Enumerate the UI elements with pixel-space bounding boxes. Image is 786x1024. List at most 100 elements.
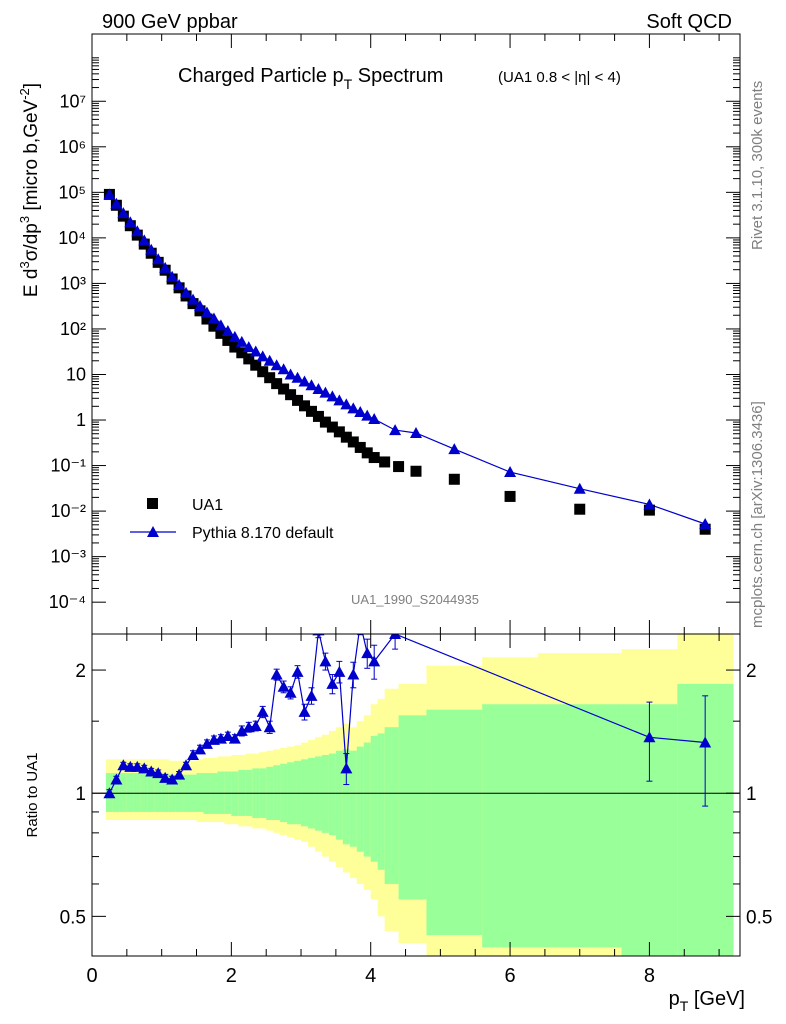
pythia-point [270,359,283,371]
ratio-point [131,760,144,772]
ratio-point [643,731,656,743]
pythia-point [110,197,123,209]
pythia-point [214,319,227,331]
ratio-band-green [133,773,142,812]
rivet-label: Rivet 3.1.10, 300k events [749,81,766,250]
main-points [103,188,712,535]
chart-title: Charged Particle pT Spectrum [178,65,443,92]
ratio-x-tick-label: 6 [505,965,516,987]
ratio-band-green [384,727,400,884]
pythia-point [326,390,339,402]
pythia-point [166,270,179,282]
ratio-band-green [126,773,135,812]
ratio-band-green [321,754,330,833]
pythia-point [504,466,517,478]
ua1-point [393,461,405,473]
ratio-band-green [196,773,204,812]
main-frame [91,33,741,635]
pythia-point [207,312,220,324]
ratio-point [326,677,339,689]
pythia-point [573,482,586,494]
pythia-point [448,443,461,455]
ua1-point [410,465,422,477]
ua1-point [278,383,290,395]
pythia-point [131,225,144,237]
ua1-point [347,436,359,448]
ratio-point [187,748,200,760]
ratio-point [200,737,213,749]
ratio-y-axis: 0.5 0.5 1 1 2 2 [60,661,773,928]
ratio-point [110,773,123,785]
ratio-point [256,705,269,717]
ratio-x-tick-label: 4 [365,965,376,987]
ratio-point [221,729,234,741]
ratio-bands [105,634,734,956]
pythia-point [354,406,367,418]
pythia-point [699,518,712,530]
ua1-point [292,394,304,406]
x-axis-label: pT [GeV] [669,988,745,1014]
ua1-point [271,378,283,390]
pythia-point [347,402,360,414]
main-y-tick-label: 1 [76,410,86,430]
ratio-band-green [335,750,344,840]
ratio-band-green [217,771,225,814]
ratio-point [249,719,262,731]
pythia-point [410,426,422,438]
main-y-tick-label: 10⁵ [59,182,86,202]
main-y-tick-label: 10⁻⁴ [49,592,86,612]
ua1-point [236,347,248,359]
ratio-point [699,736,712,748]
ratio-point [235,724,248,736]
ua1-point [264,372,276,384]
ratio-point [284,686,297,698]
ua1-point [229,341,241,353]
ratio-band-green [119,773,128,812]
ratio-y-tick-label-right: 1 [746,784,757,805]
pythia-point [124,216,137,228]
ua1-point [305,405,317,417]
main-y-tick-label: 10⁻¹ [50,456,86,476]
ratio-point [305,689,318,701]
pythia-point [361,409,374,421]
ua1-point [215,327,227,339]
pythia-point [256,350,269,362]
ratio-point [340,762,353,774]
header-left: 900 GeV ppbar [102,11,238,33]
ratio-band-green [224,771,232,814]
pythia-point [221,325,234,337]
main-y-tick-label: 10⁷ [59,91,86,111]
main-y-tick-label: 10 [66,364,86,384]
pythia-point [235,335,248,347]
pythia-point [333,394,346,406]
ratio-y-tick-label: 1 [75,784,86,805]
ua1-point [574,503,586,515]
ratio-point [361,647,374,659]
ratio-band-green [370,735,379,862]
ua1-point [201,313,213,325]
pythia-point [194,299,206,311]
legend-pythia-marker [147,526,159,537]
legend-ua1-label: UA1 [192,497,223,514]
ratio-band-green [356,746,365,852]
pythia-point [117,207,130,219]
ratio-point [277,680,290,692]
pythia-point [312,383,325,395]
ratio-point [263,721,276,733]
pythia-point [319,386,332,398]
legend: UA1 Pythia 8.170 default [130,497,334,542]
ratio-x-axis: 0 2 4 6 8 [86,634,720,987]
ratio-band-green [154,773,163,812]
pythia-point [159,261,172,273]
ratio-point [291,665,304,677]
pythia-point [152,253,165,265]
ratio-point [347,668,360,680]
main-y-tick-label: 10⁶ [59,137,86,157]
legend-ua1-marker [147,498,158,509]
ratio-band-green [294,760,302,825]
ratio-band-green [349,750,358,847]
ratio-y-tick-label-right: 2 [746,661,757,682]
main-y-tick-label: 10⁻³ [50,547,86,567]
ratio-band-green [147,773,156,812]
ratio-panel: 0.5 0.5 1 1 2 2 0 2 4 6 8 [60,633,773,987]
